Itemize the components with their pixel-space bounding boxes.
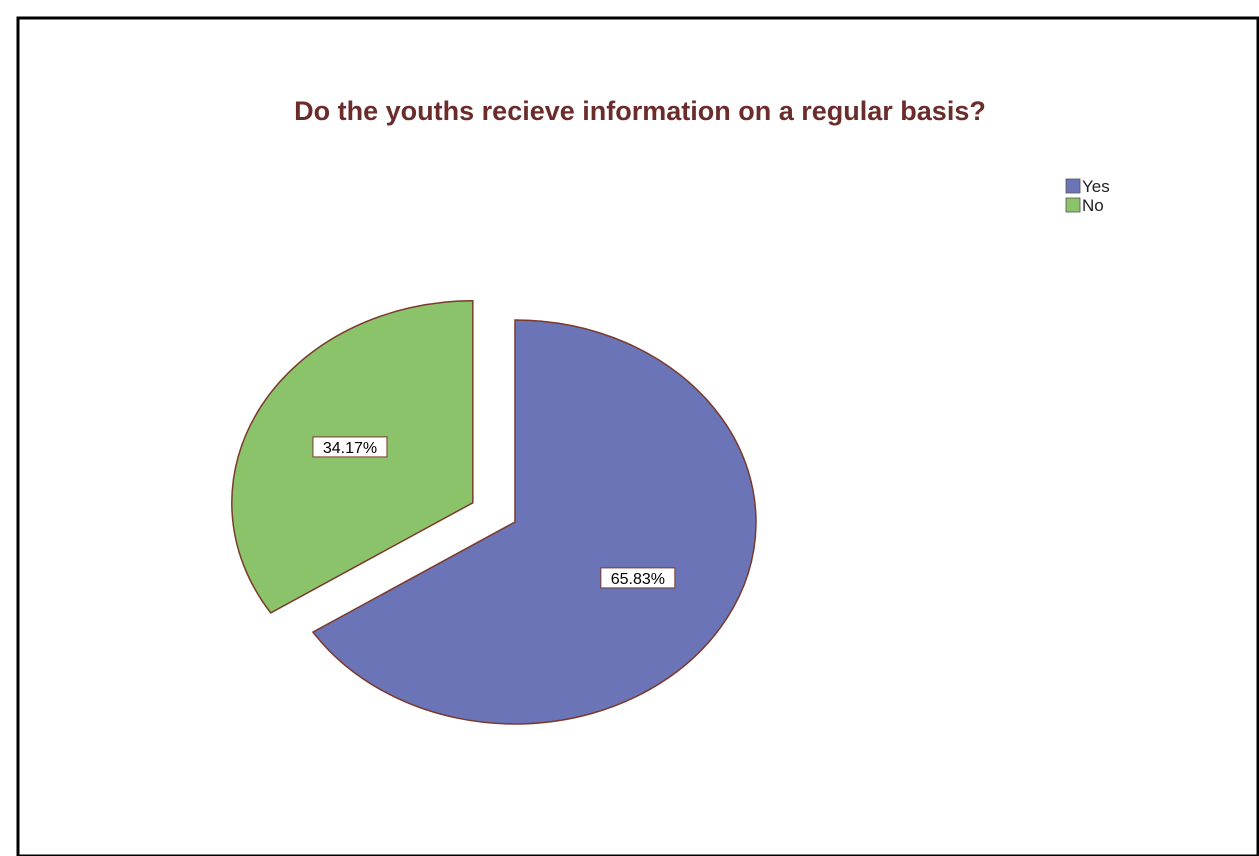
legend-label: No bbox=[1082, 196, 1104, 215]
data-label-no: 34.17% bbox=[312, 436, 388, 458]
data-label-text: 34.17% bbox=[323, 440, 377, 457]
data-label-yes: 65.83% bbox=[600, 567, 676, 589]
legend-label: Yes bbox=[1082, 177, 1110, 196]
legend-item-yes: Yes bbox=[1065, 177, 1110, 196]
legend-swatch bbox=[1065, 197, 1081, 213]
pie-slice-yes bbox=[311, 319, 757, 725]
data-label-box bbox=[600, 567, 676, 589]
pie-data-labels: 65.83% 34.17% bbox=[312, 436, 676, 589]
data-label-box bbox=[312, 436, 388, 458]
legend-swatch bbox=[1065, 178, 1081, 194]
legend-item-no: No bbox=[1065, 196, 1104, 215]
data-label-text: 65.83% bbox=[611, 571, 665, 588]
chart-title: Do the youths recieve information on a r… bbox=[294, 96, 986, 126]
